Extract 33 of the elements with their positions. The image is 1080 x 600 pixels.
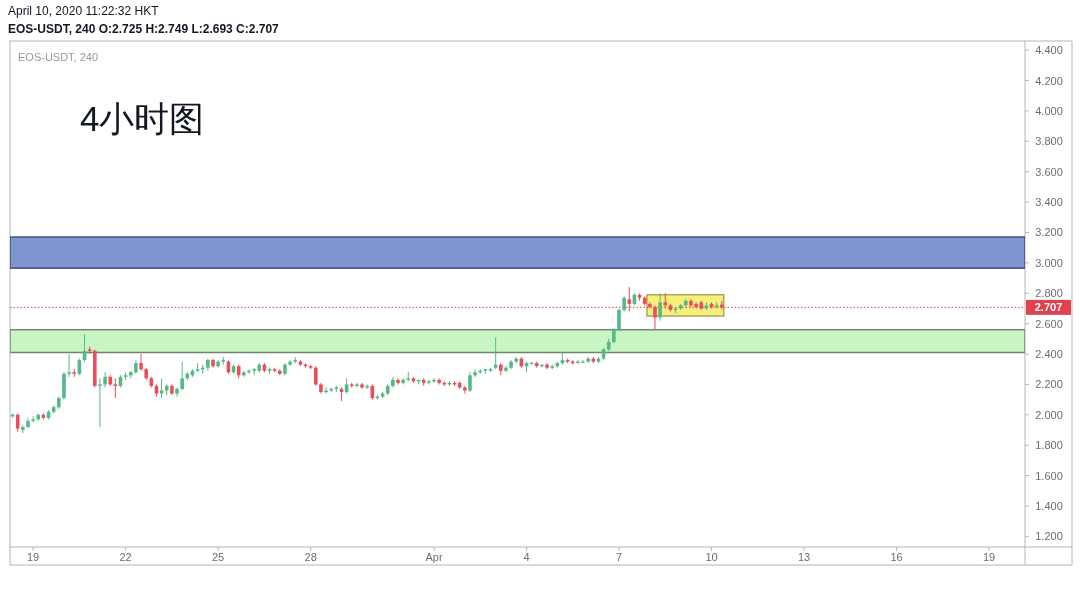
x-tick-label: 19 <box>27 551 40 563</box>
x-tick-label: 13 <box>797 551 811 563</box>
y-tick-label: 3.800 <box>1035 135 1063 148</box>
annotation: April 10, 2020 11:22:32 HKT <box>8 4 159 18</box>
y-tick-label: 3.000 <box>1035 256 1063 269</box>
y-tick-label: 2.200 <box>1035 378 1063 391</box>
x-tick-label: 19 <box>982 551 996 563</box>
x-tick-label: Apr <box>425 551 443 563</box>
y-tick-label: 1.800 <box>1035 439 1063 452</box>
x-tick-label: 16 <box>890 551 903 563</box>
ref-line-label: 2.707 <box>1034 301 1063 314</box>
y-tick-label: 1.600 <box>1035 469 1063 482</box>
y-tick-label: 3.400 <box>1035 196 1063 209</box>
y-tick-label: 1.200 <box>1035 530 1063 543</box>
x-tick-label: 25 <box>212 551 225 563</box>
y-tick-label: 2.000 <box>1035 408 1063 421</box>
x-tick-label: 7 <box>615 551 623 563</box>
x-tick-label: 10 <box>705 551 718 563</box>
x-tick-label: 28 <box>304 551 317 563</box>
y-tick-label: 3.600 <box>1035 165 1063 178</box>
subtitle: EOS-USDT, 240 O:2.725 H:2.749 L:2.693 C:2.707 <box>8 22 279 36</box>
x-tick-label: 22 <box>119 551 132 563</box>
x-tick-label: 4 <box>523 551 530 563</box>
y-tick-label: 2.400 <box>1035 348 1063 361</box>
y-tick-label: 4.400 <box>1035 44 1063 57</box>
y-tick-label: 2.800 <box>1035 287 1063 300</box>
y-tick-label: 4.200 <box>1035 74 1063 87</box>
y-tick-label: 4.000 <box>1035 104 1063 117</box>
y-tick-label: 2.600 <box>1035 317 1063 330</box>
annotation: EOS-USDT, 240 <box>18 51 99 63</box>
y-tick-label: 1.400 <box>1035 499 1063 512</box>
y-tick-label: 3.200 <box>1035 226 1063 239</box>
title: 4小时图 <box>80 99 205 138</box>
